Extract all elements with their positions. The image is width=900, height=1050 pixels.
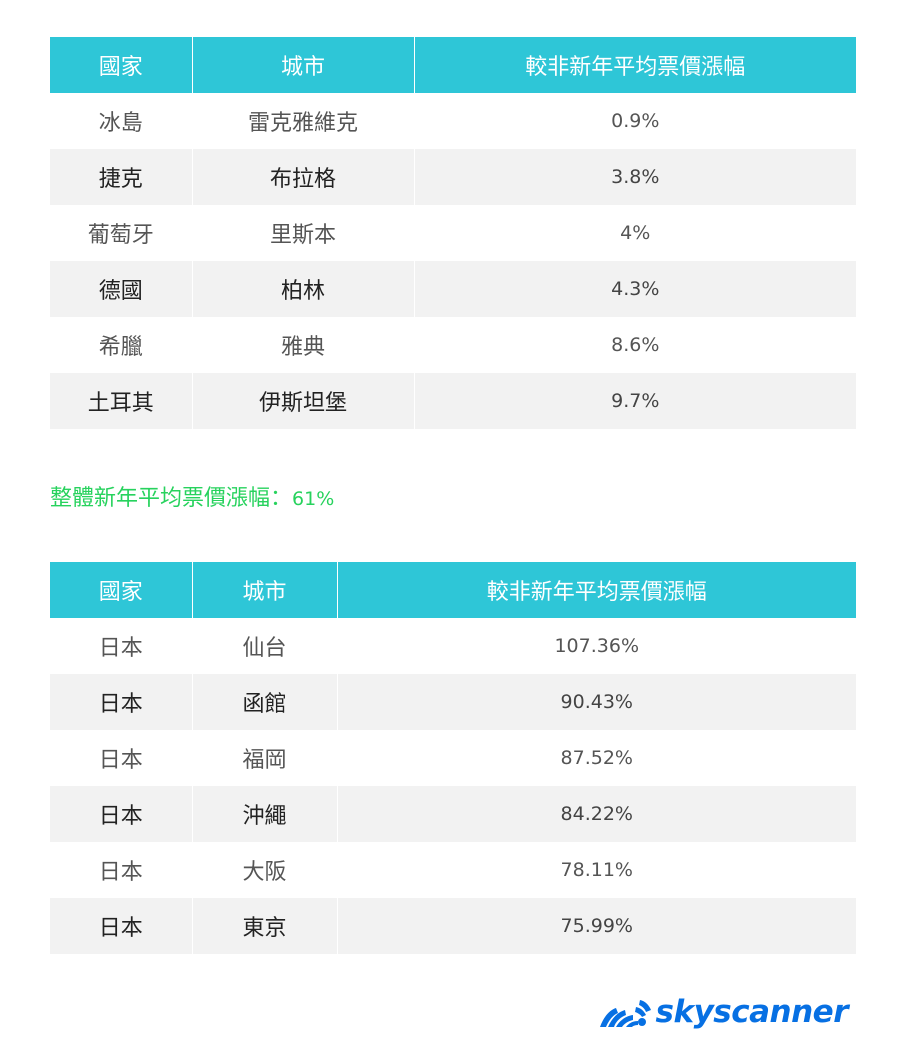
cell-city: 雷克雅維克 <box>192 93 415 149</box>
cell-city: 布拉格 <box>192 149 415 205</box>
cell-country: 德國 <box>50 261 193 317</box>
cell-country: 日本 <box>50 618 193 674</box>
cell-change: 4.3% <box>414 261 856 317</box>
table-row: 日本 仙台 107.36% <box>50 618 856 674</box>
logo-wordmark: skyscanner <box>655 994 849 1030</box>
cell-change: 87.52% <box>337 730 856 786</box>
table-row: 土耳其 伊斯坦堡 9.7% <box>50 373 856 429</box>
cell-country: 冰島 <box>50 93 193 149</box>
header-change: 較非新年平均票價漲幅 <box>337 562 856 618</box>
table-row: 冰島 雷克雅維克 0.9% <box>50 93 856 149</box>
table-row: 希臘 雅典 8.6% <box>50 317 856 373</box>
header-country: 國家 <box>50 562 193 618</box>
cell-change: 0.9% <box>414 93 856 149</box>
cell-city: 沖繩 <box>192 786 338 842</box>
price-table-1: 國家 城市 較非新年平均票價漲幅 冰島 雷克雅維克 0.9% 捷克 布拉格 3.… <box>50 37 856 429</box>
cell-change: 8.6% <box>414 317 856 373</box>
table-row: 日本 東京 75.99% <box>50 898 856 954</box>
table-row: 德國 柏林 4.3% <box>50 261 856 317</box>
price-table-2: 國家 城市 較非新年平均票價漲幅 日本 仙台 107.36% 日本 函館 90.… <box>50 562 856 954</box>
cell-country: 希臘 <box>50 317 193 373</box>
cell-change: 3.8% <box>414 149 856 205</box>
cell-change: 9.7% <box>414 373 856 429</box>
cell-country: 葡萄牙 <box>50 205 193 261</box>
cell-country: 日本 <box>50 842 193 898</box>
cell-city: 東京 <box>192 898 338 954</box>
cell-city: 伊斯坦堡 <box>192 373 415 429</box>
header-city: 城市 <box>192 37 415 93</box>
table-row: 捷克 布拉格 3.8% <box>50 149 856 205</box>
table-header-row: 國家 城市 較非新年平均票價漲幅 <box>50 37 856 93</box>
cell-country: 捷克 <box>50 149 193 205</box>
cell-change: 78.11% <box>337 842 856 898</box>
header-country: 國家 <box>50 37 193 93</box>
cell-change: 84.22% <box>337 786 856 842</box>
table-row: 日本 福岡 87.52% <box>50 730 856 786</box>
skyscanner-logo: skyscanner <box>596 990 849 1034</box>
cell-city: 函館 <box>192 674 338 730</box>
table-header-row: 國家 城市 較非新年平均票價漲幅 <box>50 562 856 618</box>
cell-change: 75.99% <box>337 898 856 954</box>
cell-country: 日本 <box>50 898 193 954</box>
cell-country: 日本 <box>50 674 193 730</box>
header-change: 較非新年平均票價漲幅 <box>414 37 856 93</box>
overall-increase-summary: 整體新年平均票價漲幅：61% <box>50 480 334 512</box>
cell-city: 柏林 <box>192 261 415 317</box>
cell-country: 日本 <box>50 786 193 842</box>
cell-change: 90.43% <box>337 674 856 730</box>
cell-change: 4% <box>414 205 856 261</box>
cell-city: 仙台 <box>192 618 338 674</box>
summary-label: 整體新年平均票價漲幅： <box>50 486 293 511</box>
table-row: 日本 沖繩 84.22% <box>50 786 856 842</box>
cell-country: 日本 <box>50 730 193 786</box>
summary-value: 61% <box>292 488 335 510</box>
cell-change: 107.36% <box>337 618 856 674</box>
header-city: 城市 <box>192 562 338 618</box>
table-row: 日本 函館 90.43% <box>50 674 856 730</box>
cell-city: 雅典 <box>192 317 415 373</box>
table-row: 葡萄牙 里斯本 4% <box>50 205 856 261</box>
cell-city: 大阪 <box>192 842 338 898</box>
cell-city: 福岡 <box>192 730 338 786</box>
table-row: 日本 大阪 78.11% <box>50 842 856 898</box>
cell-city: 里斯本 <box>192 205 415 261</box>
skyscanner-sunrise-icon <box>599 1000 651 1027</box>
cell-country: 土耳其 <box>50 373 193 429</box>
